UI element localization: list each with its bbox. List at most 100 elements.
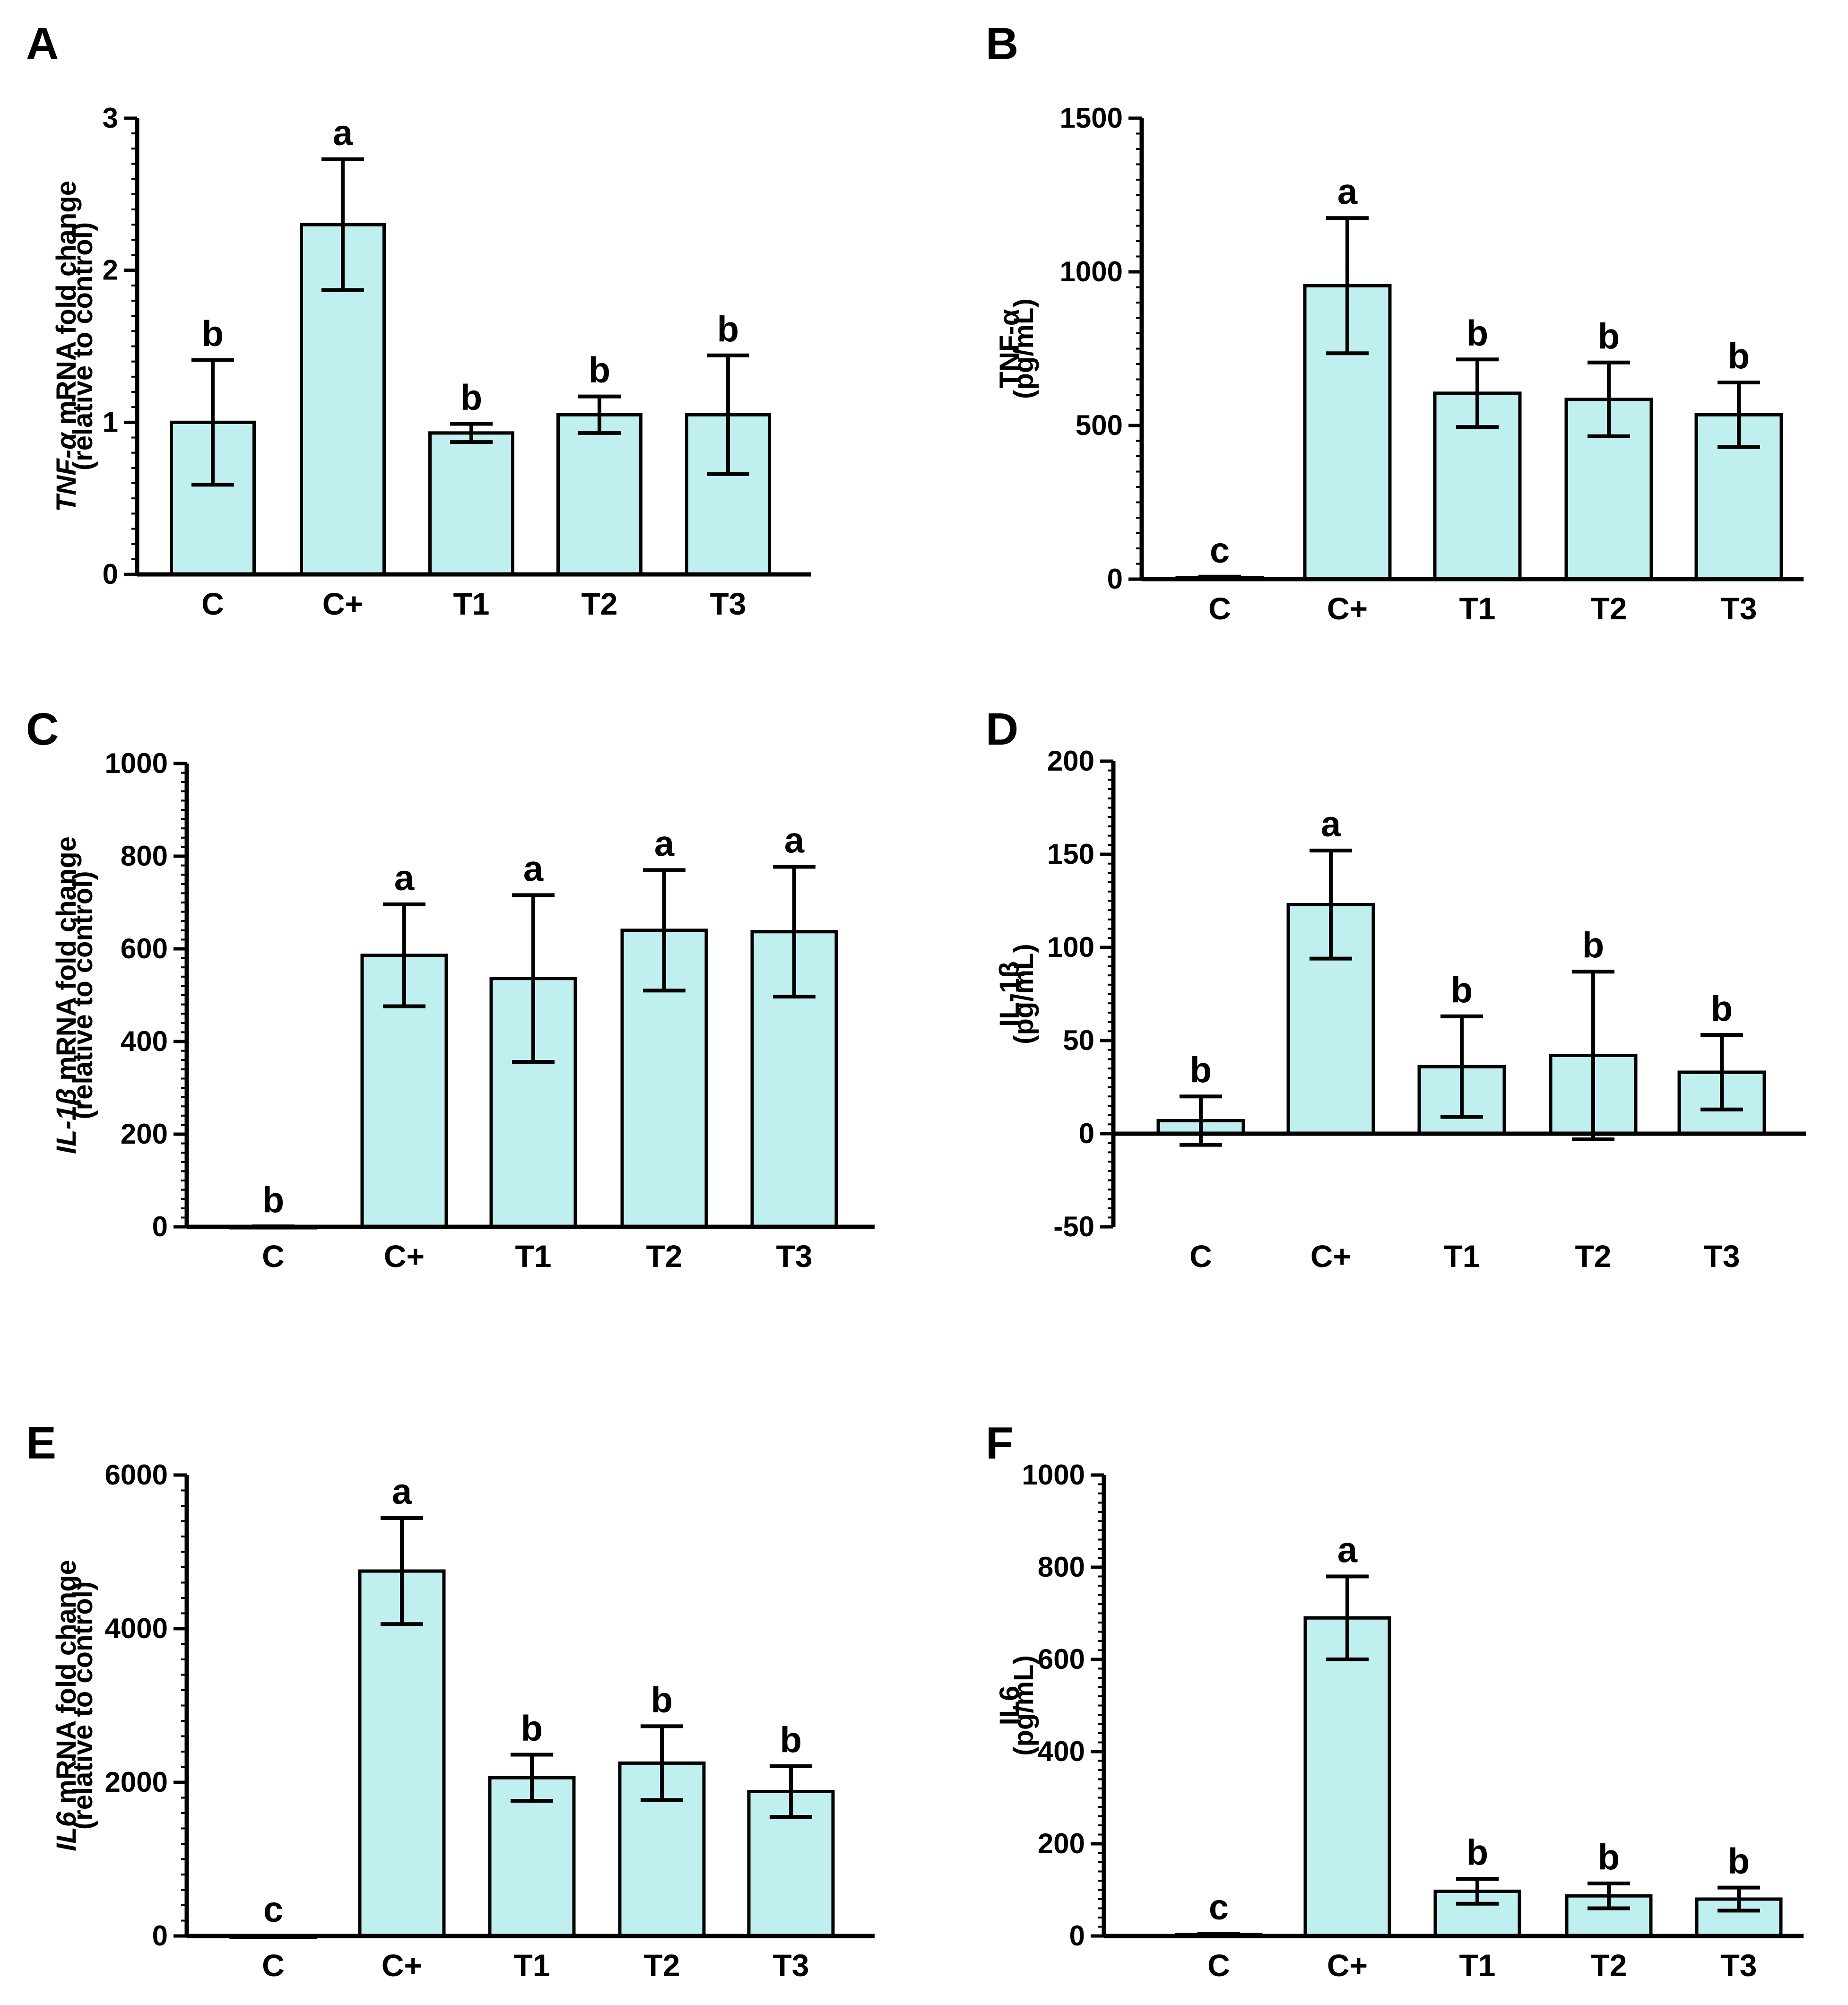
y-axis-title-text: mRNA fold change [51, 181, 82, 433]
category-label: C [262, 1239, 285, 1274]
category-label: T2 [643, 1948, 680, 1983]
y-tick-label: 1 [103, 406, 118, 438]
significance-letter: c [263, 1890, 283, 1930]
category-label: T2 [581, 586, 617, 621]
error-bar [1572, 970, 1614, 1141]
y-tick-label: 0 [1079, 1118, 1094, 1149]
category-label: T2 [1590, 1948, 1627, 1983]
panel-A: A 0 1 2 3 b Ca C+ b T1 b T2 b T3 TNF-α mRNA fold chang… [26, 18, 811, 621]
category-label: C+ [384, 1239, 425, 1274]
significance-letter: a [1321, 804, 1341, 844]
y-axis-title-line2: (pg/mL) [1008, 298, 1039, 399]
y-tick-label: 0 [1107, 563, 1123, 595]
error-bar [770, 1764, 812, 1819]
significance-letter: a [523, 849, 544, 889]
error-bar [1440, 1014, 1483, 1119]
y-axis-title-line1: IL-1β mRNA fold change [51, 836, 82, 1154]
significance-letter: b [1598, 316, 1620, 356]
significance-letter: b [1451, 970, 1473, 1010]
error-bar [641, 1724, 683, 1802]
significance-letter: a [1337, 1530, 1358, 1571]
category-label: T1 [1459, 1948, 1495, 1983]
category-label: T3 [1720, 1948, 1757, 1983]
error-bar [1197, 1932, 1240, 1938]
y-tick-label: 0 [152, 1920, 168, 1952]
significance-letter: a [784, 821, 805, 861]
y-tick-label: 400 [1038, 1736, 1085, 1767]
significance-letter: b [521, 1709, 543, 1749]
significance-letter: c [1210, 530, 1230, 571]
y-tick-label: 1000 [1060, 256, 1123, 287]
category-label: T3 [776, 1239, 812, 1274]
error-bar [1718, 1885, 1760, 1913]
y-axis-title-line1: TNF-α [994, 309, 1025, 388]
category-label: C [1207, 1948, 1230, 1983]
y-tick-label: 500 [1076, 409, 1123, 441]
y-axis-title-line1: IL-1β [994, 961, 1025, 1027]
error-bar [1456, 357, 1499, 429]
category-label: T1 [453, 586, 489, 621]
error-bar [321, 157, 364, 292]
y-axis-title-gene: IL-1β [51, 1088, 82, 1154]
category-label: C+ [322, 586, 363, 621]
panel-E: E 0 2000 4000 6000 cCa C+ b T1 b T2 b T3 IL6 mRNA fol… [26, 1418, 875, 1983]
category-label: T3 [1703, 1239, 1740, 1274]
category-label: T2 [1590, 591, 1627, 626]
y-tick-label: 1000 [1022, 1459, 1085, 1491]
y-tick-label: -50 [1053, 1211, 1094, 1242]
category-label: C [1208, 591, 1231, 626]
error-bar [707, 353, 749, 476]
y-tick-label: 3 [103, 102, 118, 134]
error-bar [383, 902, 425, 1008]
y-axis-title-line1: IL6 [994, 1686, 1025, 1726]
y-tick-label: 4000 [105, 1613, 168, 1644]
error-bar [511, 1753, 553, 1803]
error-bar [1701, 1033, 1743, 1111]
significance-letter: c [1209, 1887, 1229, 1927]
panel-label: F [986, 1418, 1014, 1468]
significance-letter: b [1728, 1841, 1750, 1882]
error-bar [381, 1516, 423, 1626]
error-bar [1718, 381, 1760, 449]
category-label: C [1189, 1239, 1212, 1274]
category-label: T1 [513, 1948, 550, 1983]
y-tick-label: 800 [1038, 1551, 1085, 1583]
bar-T1 [428, 431, 514, 576]
significance-letter: a [1337, 172, 1358, 212]
category-label: T1 [515, 1239, 551, 1274]
error-bar [773, 865, 816, 998]
category-label: C [201, 586, 224, 621]
y-axis-title-line1: TNF-α mRNA fold change [51, 181, 82, 512]
y-axis-title-line2: (relative to control) [68, 1581, 98, 1830]
y-axis-title-text: mRNA fold change [51, 836, 82, 1088]
significance-letter: b [1466, 1832, 1488, 1873]
category-label: T1 [1459, 591, 1495, 626]
significance-letter: b [1728, 336, 1750, 376]
y-axis-title-gene: IL6 [51, 1811, 82, 1851]
category-label: T1 [1443, 1239, 1480, 1274]
error-bar [191, 358, 234, 487]
y-tick-label: 800 [121, 840, 168, 872]
category-label: T3 [772, 1948, 809, 1983]
significance-letter: b [780, 1720, 802, 1760]
error-bar [1326, 1574, 1369, 1661]
error-bar [643, 868, 685, 993]
y-axis-title-line2: (pg/mL) [1008, 944, 1039, 1044]
significance-letter: b [460, 378, 482, 418]
error-bar [1198, 574, 1241, 581]
error-bar [1310, 849, 1352, 961]
significance-letter: b [1190, 1050, 1212, 1090]
y-tick-label: 600 [121, 933, 168, 964]
category-label: C+ [382, 1948, 422, 1983]
y-tick-label: 1500 [1060, 102, 1123, 134]
significance-letter: b [202, 313, 224, 354]
error-bar [578, 394, 621, 435]
y-axis-title-text: IL-1β [994, 961, 1025, 1027]
y-tick-label: 2 [103, 254, 118, 286]
category-label: C [262, 1948, 285, 1983]
significance-letter: a [333, 113, 353, 153]
y-axis-title-gene: TNF-α [51, 432, 82, 512]
panel-label: E [26, 1418, 56, 1468]
y-tick-label: 2000 [105, 1766, 168, 1798]
y-tick-label: 150 [1047, 838, 1094, 870]
